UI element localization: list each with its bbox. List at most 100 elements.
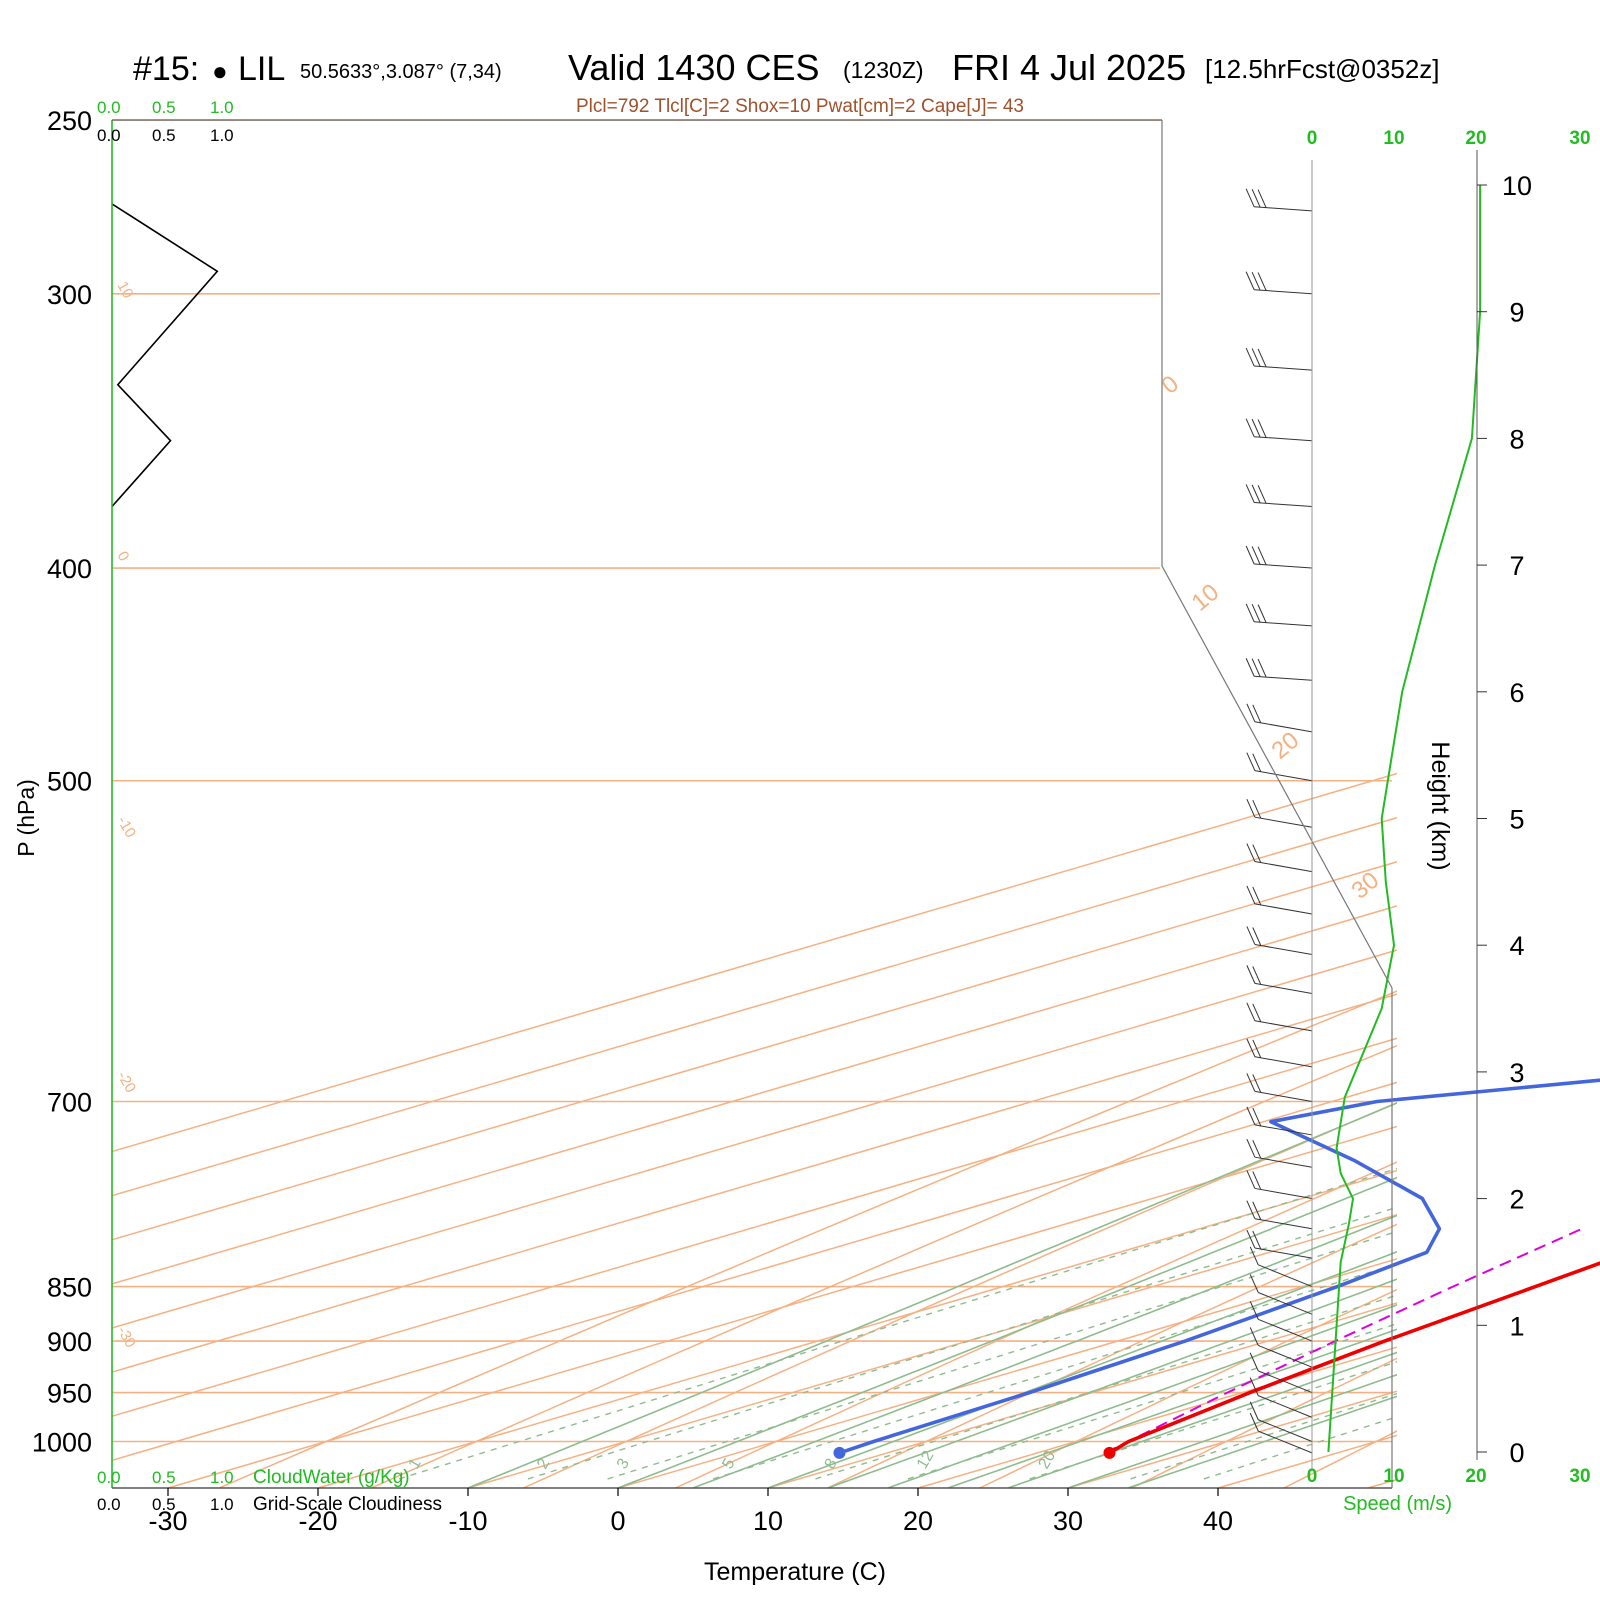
wind-barb-flag [1252,704,1262,724]
pressure-tick-label: 400 [47,554,92,584]
wind-barb-flag [1252,1140,1262,1159]
height-tick-label: 1 [1509,1311,1524,1341]
wind-barb [1258,1318,1313,1342]
wind-barb [1258,1370,1313,1394]
height-tick-label: 5 [1509,805,1524,835]
mixing-ratio-line [815,1294,1397,1480]
wind-barb [1254,770,1313,782]
dry-adiabat-line [370,1044,1397,1489]
wind-barb-flag [1249,1377,1259,1396]
forecast-info: [12.5hrFcst@0352z] [1205,54,1440,84]
height-tick-label: 10 [1502,171,1532,201]
wind-barb-flag [1251,546,1261,565]
wind-barb-flag [1252,966,1262,985]
dry-adiabat-line [979,1288,1397,1489]
wind-barb-flag [1252,927,1262,946]
isotherm-label: 10 [114,279,137,302]
pressure-tick-label: 700 [47,1087,92,1117]
mixing-ratio-line [1130,1392,1397,1480]
dry-adiabat-line [1131,1357,1397,1489]
wind-barb [1258,1395,1313,1418]
isotherm-line [112,1081,1397,1462]
forecast-date: FRI 4 Jul 2025 [952,47,1186,88]
wind-barb-flag [1245,658,1255,677]
cloudiness-line [111,203,219,508]
wind-barb-flag [1252,844,1262,863]
pressure-tick-label: 500 [47,767,92,797]
isotherm-line [917,1346,1397,1489]
wind-speed-line [1327,185,1482,1453]
mixing-ratio-label: 3 [614,1456,633,1472]
wind-barb-flag [1246,752,1256,771]
cloudwater-bottom-tick: 0.0 [97,1468,121,1487]
dry-adiabat-line [1588,120,1600,1488]
x-tick-label: 30 [1053,1506,1083,1536]
mixing-ratio-label: 12 [914,1448,938,1472]
profile-lines [111,185,1600,1459]
mixing-ratio-line [607,1230,1397,1480]
wind-barb-flag [1245,188,1255,208]
cloudiness-bottom-tick: 1.0 [210,1495,234,1514]
y-axis-title: P (hPa) [13,779,39,857]
wind-barb-flag [1251,271,1261,291]
moist-adiabat-line [1007,1351,1397,1489]
wind-barb-flag [1246,1138,1256,1158]
wind-barb-flag [1246,1106,1256,1126]
wind-barb-flag [1246,843,1256,862]
wind-barb-flag [1245,545,1255,565]
temperature-line [1108,1261,1600,1455]
wind-barb [1254,816,1313,828]
cloudiness-label: Grid-Scale Cloudiness [253,1494,442,1515]
wind-barb-flag [1251,189,1261,208]
wind-barb-flag [1246,1200,1256,1219]
cloudiness-top-tick: 0.5 [152,126,176,145]
height-tick-label: 8 [1509,424,1524,454]
speed-top-tick: 0 [1307,128,1318,149]
wind-barb-flag [1246,798,1256,818]
speed-bottom-tick: 30 [1569,1466,1590,1487]
station-name: LIL [238,50,285,88]
wind-barb-flag [1249,1246,1259,1266]
wind-barb-flag [1249,1352,1259,1372]
x-tick-label: 20 [903,1506,933,1536]
wind-barb [1258,1430,1313,1454]
height-tick-label: 3 [1509,1058,1524,1088]
speed-bottom-tick: 20 [1465,1466,1486,1487]
cloudwater-bottom-tick: 0.5 [152,1468,176,1487]
wind-barb [1254,1218,1313,1230]
wind-barb-flag [1252,1039,1262,1058]
wind-barb-flag [1249,1274,1259,1293]
wind-barb [1254,436,1313,442]
wind-barb-flag [1249,1327,1259,1346]
wind-barb-flag [1245,603,1255,622]
cloudiness-top-tick: 1.0 [210,126,234,145]
wind-barb-flag [1257,658,1267,678]
wind-barb [1254,903,1313,915]
cloudwater-label: CloudWater (g/Kg) [253,1467,410,1488]
wind-barb-flag [1251,484,1261,504]
height-axis-title: Height (km) [1426,741,1454,870]
wind-barb [1254,1090,1313,1102]
grid-clip-group [112,120,1600,1489]
x-tick-label: 40 [1203,1506,1233,1536]
isotherm-label: 0 [114,549,133,565]
x-tick-label: -20 [298,1506,337,1536]
isotherm-line [112,949,1397,1329]
wind-barb-flag [1246,1073,1256,1092]
isotherm-line [617,1258,1397,1489]
wind-barb-flag [1252,1107,1262,1127]
height-tick-label: 6 [1509,678,1524,708]
pressure-tick-label: 850 [47,1273,92,1303]
wind-barb [1254,982,1313,994]
height-tick-label: 9 [1509,298,1524,328]
wind-barb-flag [1245,484,1255,503]
dry-adiabat-line [523,1101,1397,1489]
wind-barb [1254,1156,1313,1168]
wind-barb [1258,1419,1313,1442]
wind-barb-flag [1257,604,1267,623]
wind-barb-flag [1257,485,1267,504]
theta-label: 0 [1157,370,1185,399]
wind-barb-flag [1257,546,1267,566]
dry-adiabat-line [218,990,1397,1489]
